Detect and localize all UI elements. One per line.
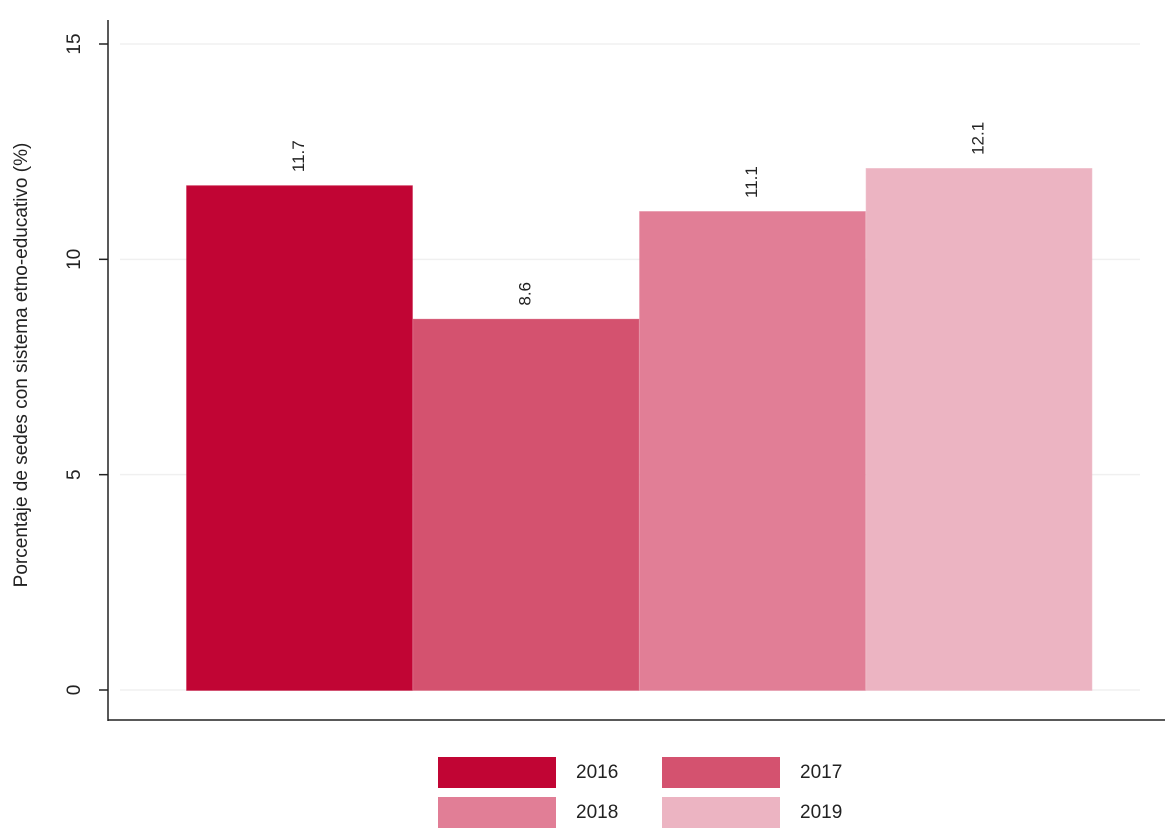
legend-swatch (662, 797, 780, 828)
value-label: 11.1 (742, 166, 761, 198)
bar (639, 211, 866, 691)
y-tick-label: 10 (64, 249, 85, 270)
y-axis-label: Porcentaje de sedes con sistema etno-edu… (11, 143, 32, 588)
value-label: 11.7 (289, 140, 308, 172)
value-label: 8.6 (515, 282, 534, 306)
bar (865, 168, 1093, 691)
value-label: 12.1 (968, 122, 987, 155)
legend-label: 2018 (576, 802, 618, 823)
legend-swatch (662, 757, 780, 788)
legend-label: 2019 (800, 802, 842, 823)
bar (412, 318, 640, 691)
legend-label: 2016 (576, 762, 618, 783)
legend-label: 2017 (800, 762, 842, 783)
y-tick-label: 15 (64, 33, 85, 54)
legend-swatch (438, 797, 556, 828)
y-tick-label: 0 (64, 685, 85, 696)
bar (186, 185, 413, 691)
y-tick-label: 5 (64, 469, 85, 480)
legend-swatch (438, 757, 556, 788)
